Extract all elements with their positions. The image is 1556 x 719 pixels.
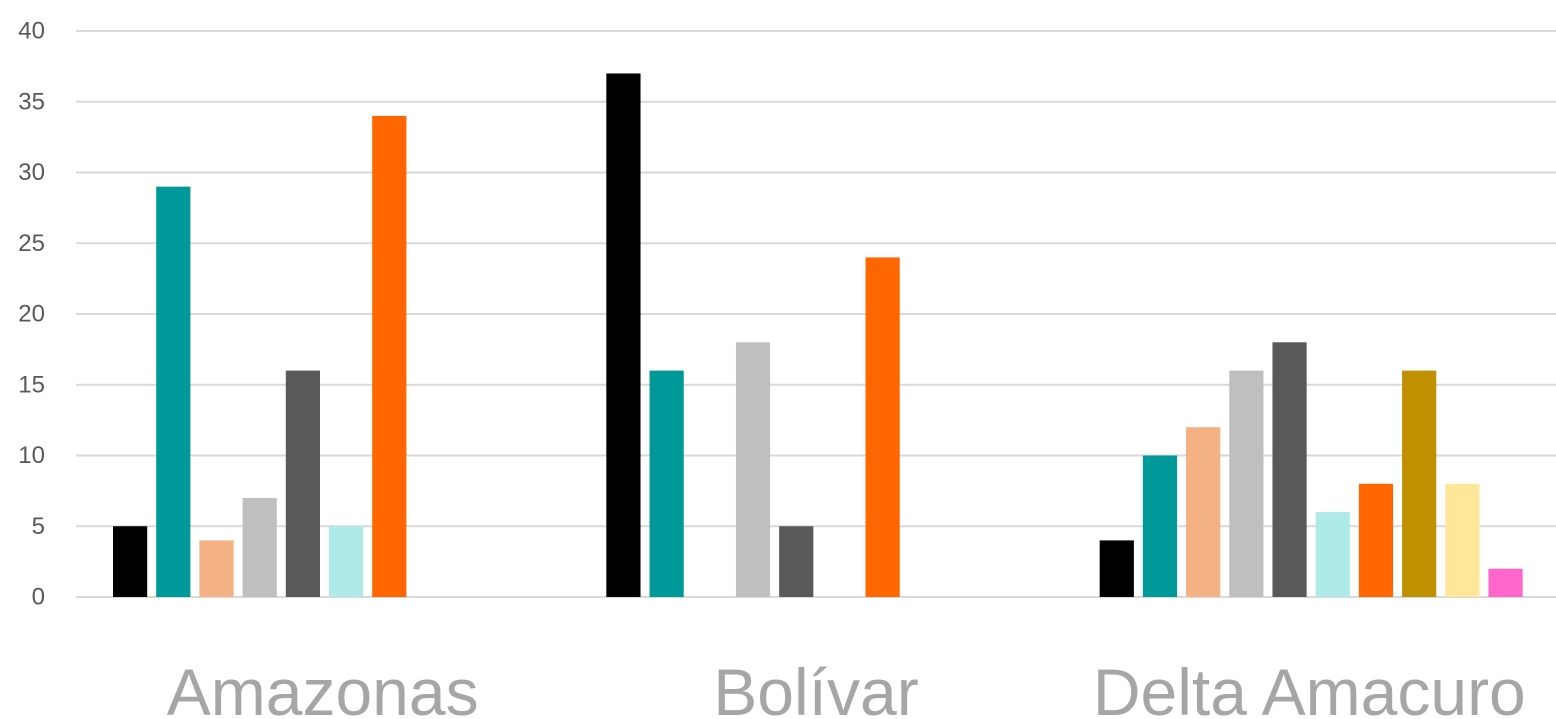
category-label: Bolívar: [713, 655, 918, 719]
bar: [649, 370, 684, 597]
bar: [1142, 455, 1178, 597]
category-label: Delta Amacuro: [1093, 655, 1526, 719]
y-tick-label: 25: [18, 230, 45, 257]
bar: [1402, 370, 1437, 597]
bar: [1272, 342, 1307, 597]
bar: [1229, 370, 1264, 597]
bar: [779, 526, 814, 597]
bar: [1315, 512, 1350, 597]
gridlines: [76, 30, 1556, 598]
bar: [199, 540, 234, 597]
bar: [606, 73, 641, 597]
y-tick-label: 35: [18, 88, 45, 115]
y-tick-label: 40: [18, 18, 45, 45]
bar: [865, 257, 900, 597]
bar: [735, 342, 771, 597]
y-axis-tick-labels: 0 5 10 15 20 25 30 35 40: [18, 18, 45, 611]
bar: [1358, 483, 1394, 597]
bars: [113, 73, 1523, 598]
bar: [1445, 483, 1480, 597]
y-tick-label: 20: [18, 301, 45, 328]
bar: [1099, 540, 1134, 597]
bar: [1488, 568, 1523, 597]
category-labels: Amazonas Bolívar Delta Amacuro: [167, 655, 1526, 719]
bar: [1186, 427, 1221, 597]
bar: [329, 526, 364, 597]
bar: [285, 370, 320, 597]
bar: [372, 115, 407, 598]
category-label: Amazonas: [167, 655, 479, 719]
y-tick-label: 10: [18, 442, 45, 469]
bar: [156, 186, 191, 597]
y-tick-label: 15: [18, 371, 45, 398]
y-tick-label: 0: [32, 584, 45, 611]
bar: [242, 497, 277, 597]
bar: [113, 526, 148, 597]
y-tick-label: 30: [18, 159, 45, 186]
y-tick-label: 5: [32, 513, 45, 540]
